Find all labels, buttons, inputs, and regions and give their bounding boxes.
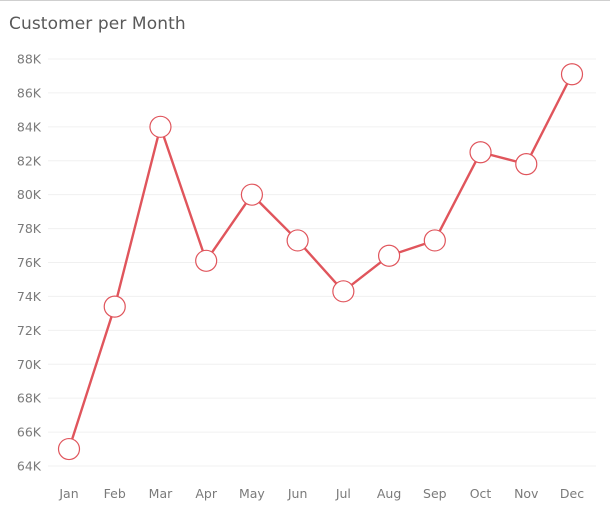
data-point[interactable] — [240, 183, 264, 206]
data-point[interactable] — [377, 244, 401, 267]
y-tick-label: 78K — [17, 221, 42, 236]
x-tick-label: Mar — [149, 486, 173, 501]
data-point[interactable] — [423, 229, 446, 252]
data-point[interactable] — [195, 249, 218, 272]
y-tick-label: 70K — [17, 357, 42, 372]
x-tick-label: Feb — [104, 486, 126, 501]
y-tick-label: 84K — [17, 119, 42, 134]
data-point[interactable] — [560, 63, 584, 86]
y-tick-label: 88K — [17, 52, 42, 67]
y-tick-label: 72K — [17, 323, 42, 338]
gridlines — [48, 58, 596, 467]
x-axis: Jan Feb Mar Apr May Jun Jul Aug Sep Oct Nov Dec — [58, 486, 584, 501]
series-line — [67, 73, 574, 451]
data-point[interactable] — [469, 141, 492, 164]
data-point[interactable] — [515, 153, 538, 176]
chart-title: Customer per Month — [9, 14, 186, 34]
x-tick-label: Oct — [470, 486, 492, 501]
x-tick-label: Jun — [287, 486, 308, 501]
data-point[interactable] — [103, 295, 126, 318]
y-tick-label: 66K — [17, 425, 42, 440]
data-point[interactable] — [332, 280, 355, 303]
y-tick-label: 76K — [17, 255, 42, 270]
y-tick-label: 74K — [17, 289, 42, 304]
x-tick-label: Sep — [423, 486, 447, 501]
data-points — [57, 63, 584, 461]
x-tick-label: Aug — [377, 486, 401, 501]
y-tick-label: 80K — [17, 187, 42, 202]
data-point[interactable] — [57, 437, 81, 461]
data-point[interactable] — [149, 115, 172, 138]
x-tick-label: Jan — [58, 486, 78, 501]
x-tick-label: Apr — [195, 486, 217, 501]
x-tick-label: Jul — [335, 486, 351, 501]
x-tick-label: May — [239, 486, 265, 501]
y-tick-label: 68K — [17, 391, 42, 406]
series-line-layer — [67, 73, 574, 451]
data-point[interactable] — [286, 229, 309, 252]
x-tick-label: Dec — [560, 486, 584, 501]
x-tick-label: Nov — [514, 486, 539, 501]
y-tick-label: 64K — [17, 459, 42, 474]
y-axis: 64K 66K 68K 70K 72K 74K 76K 78K 80K 82K 84K 86K 88K — [17, 52, 42, 474]
y-tick-label: 82K — [17, 153, 42, 168]
y-tick-label: 86K — [17, 85, 42, 100]
